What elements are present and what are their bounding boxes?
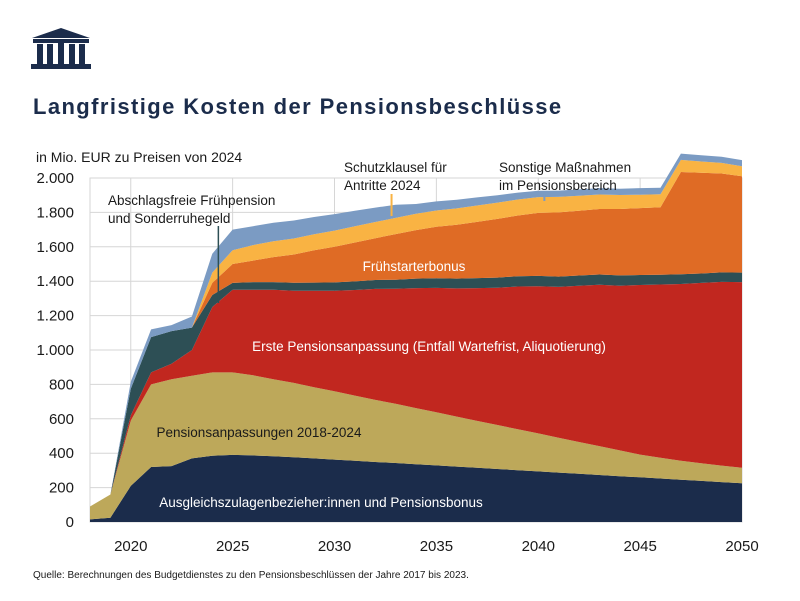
series-label-ausgleichszulage: Ausgleichszulagenbezieher:innen und Pens… [159, 495, 483, 510]
series-label-pensionsanpassungen: Pensionsanpassungen 2018-2024 [157, 425, 362, 440]
y-tick-label: 800 [49, 376, 74, 393]
x-tick-label: 2035 [420, 538, 453, 555]
y-tick-label: 400 [49, 445, 74, 462]
annotation-schutz-line1: Schutzklausel für [344, 160, 447, 175]
y-tick-label: 2.000 [36, 170, 74, 187]
area-series-3 [90, 281, 742, 507]
annotation-schutz-line2: Antritte 2024 [344, 178, 421, 193]
series-labels: Ausgleichszulagenbezieher:innen und Pens… [157, 259, 606, 510]
x-tick-label: 2045 [623, 538, 656, 555]
area-series-7 [90, 153, 742, 507]
y-tick-label: 200 [49, 480, 74, 497]
area-series-2 [90, 372, 742, 520]
page-title: Langfristige Kosten der Pensionsbeschlüs… [33, 94, 563, 119]
y-tick-label: 0 [66, 514, 74, 531]
area-series-6 [90, 159, 742, 507]
x-tick-label: 2040 [522, 538, 555, 555]
x-tick-label: 2020 [114, 538, 147, 555]
y-tick-label: 1.800 [36, 204, 74, 221]
series-label-erste-pensionsanpassung: Erste Pensionsanpassung (Entfall Wartefr… [252, 339, 606, 354]
annotation-abschlag-line2: und Sonderruhegeld [108, 211, 230, 226]
series-label-fruehstarterbonus: Frühstarterbonus [363, 259, 466, 274]
area-series [90, 153, 742, 522]
y-tick-label: 1.600 [36, 239, 74, 256]
area-series-5 [90, 172, 742, 507]
y-tick-label: 1.400 [36, 273, 74, 290]
annotation-sonstige-line1: Sonstige Maßnahmen [499, 160, 631, 175]
parliament-building-icon [31, 28, 91, 69]
annotation-sonstige-line2: im Pensionsbereich [499, 178, 617, 193]
y-tick-label: 1.000 [36, 342, 74, 359]
annotation-abschlag-line1: Abschlagsfreie Frühpension [108, 193, 275, 208]
x-tick-label: 2025 [216, 538, 249, 555]
y-tick-label: 600 [49, 411, 74, 428]
x-axis-ticks: 2020 2025 2030 2035 2040 2045 2050 [114, 538, 759, 555]
annotations: Abschlagsfreie Frühpension und Sonderruhe… [108, 160, 631, 303]
y-axis-unit-label: in Mio. EUR zu Preisen von 2024 [36, 149, 243, 165]
y-axis-ticks: 0 200 400 600 800 1.000 1.200 1.400 1.600 1.800 2.… [36, 170, 74, 531]
source-note: Quelle: Berechnungen des Budgetdienstes … [33, 570, 469, 581]
y-tick-label: 1.200 [36, 308, 74, 325]
x-tick-label: 2050 [725, 538, 758, 555]
area-series-1 [90, 454, 742, 522]
x-tick-label: 2030 [318, 538, 351, 555]
